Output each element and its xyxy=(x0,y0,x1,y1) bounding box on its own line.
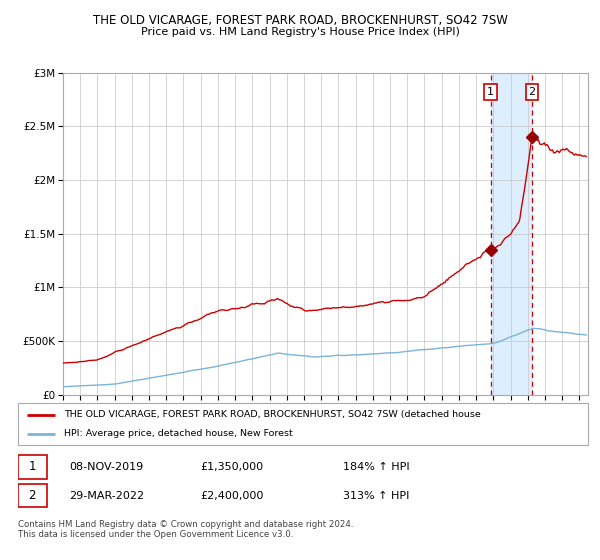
FancyBboxPatch shape xyxy=(18,455,47,478)
Bar xyxy=(491,73,532,395)
Text: 08-NOV-2019: 08-NOV-2019 xyxy=(70,462,143,472)
Text: THE OLD VICARAGE, FOREST PARK ROAD, BROCKENHURST, SO42 7SW: THE OLD VICARAGE, FOREST PARK ROAD, BROC… xyxy=(92,14,508,27)
Text: Contains HM Land Registry data © Crown copyright and database right 2024.
This d: Contains HM Land Registry data © Crown c… xyxy=(18,520,353,539)
FancyBboxPatch shape xyxy=(18,403,588,445)
Text: 313% ↑ HPI: 313% ↑ HPI xyxy=(343,491,409,501)
Text: 29-MAR-2022: 29-MAR-2022 xyxy=(70,491,145,501)
FancyBboxPatch shape xyxy=(18,484,47,507)
Text: 1: 1 xyxy=(487,87,494,97)
Text: 1: 1 xyxy=(29,460,36,473)
Text: 2: 2 xyxy=(529,87,536,97)
Text: Price paid vs. HM Land Registry's House Price Index (HPI): Price paid vs. HM Land Registry's House … xyxy=(140,27,460,37)
Text: 184% ↑ HPI: 184% ↑ HPI xyxy=(343,462,410,472)
Text: HPI: Average price, detached house, New Forest: HPI: Average price, detached house, New … xyxy=(64,430,292,438)
Text: THE OLD VICARAGE, FOREST PARK ROAD, BROCKENHURST, SO42 7SW (detached house: THE OLD VICARAGE, FOREST PARK ROAD, BROC… xyxy=(64,410,481,419)
Text: £2,400,000: £2,400,000 xyxy=(200,491,264,501)
Text: 2: 2 xyxy=(29,489,36,502)
Text: £1,350,000: £1,350,000 xyxy=(200,462,263,472)
